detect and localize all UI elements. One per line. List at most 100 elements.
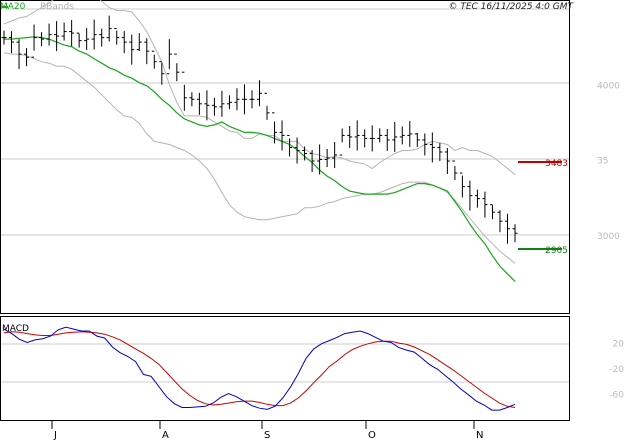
tick-layer: 4000 35 3000 20 -20 -60 J A S O N [51,81,625,440]
macd-y-tick-label: -20 [609,365,624,375]
price-bar [467,180,473,211]
price-bar [31,24,37,58]
bbands-layer [3,0,516,264]
bband-upper-line [3,0,516,175]
price-bar [151,50,157,69]
price-bar [504,213,510,244]
price-bar [287,134,293,157]
price-bar [166,39,172,75]
price-bar [294,137,300,164]
price-bar [317,144,323,175]
price-bar [422,133,428,156]
price-bar [69,20,75,47]
price-bar [474,189,480,208]
price-bar [437,142,443,161]
price-bar [219,90,225,117]
price-bar [452,160,458,181]
resistance-level-label: 3483 [545,159,568,169]
price-bar [84,28,90,51]
price-bar [332,141,338,168]
price-y-tick-label: 4000 [597,81,620,91]
macd-y-tick-label: -60 [609,391,624,401]
grid [0,8,569,383]
price-y-tick-label: 3000 [597,232,620,242]
price-bar [354,120,360,151]
price-bar [9,31,15,54]
price-bar [114,28,120,45]
price-bar [399,126,405,145]
price-bar [324,148,330,167]
price-bar [39,32,45,47]
price-panel-frame [0,0,570,314]
price-bar [257,80,262,107]
price-bar [234,88,240,111]
price-bar [347,125,353,148]
macd-title: MACD [2,324,29,334]
ma-layer [4,36,516,282]
macd-y-tick-label: 20 [613,340,625,350]
ma-legend: MA20 [0,2,26,12]
x-tick-label: S [264,430,270,440]
price-bar [106,15,112,42]
price-bar [136,33,142,52]
price-layer [1,15,518,244]
price-bar [459,172,465,198]
price-bar [384,128,390,151]
price-bar [181,71,187,111]
price-bar [369,125,375,152]
levels-layer: 3483 2905 [518,159,568,256]
ma-legend-swatch [2,6,8,8]
macd-line [3,326,516,411]
ma20-line [4,36,516,282]
price-bar [241,84,247,115]
price-bar [407,120,413,147]
price-bar [99,28,105,47]
bbands-legend: BBands [40,2,74,12]
price-bar [497,210,503,233]
price-bar [226,95,232,110]
price-bar [76,32,82,48]
price-bar [61,22,67,41]
price-bar [46,23,52,46]
price-bar [444,148,450,175]
signal-line [3,331,516,408]
x-tick-label: A [162,430,169,440]
price-bar [429,132,435,163]
price-bar [512,224,518,243]
price-bar [309,150,315,173]
price-bar [489,204,495,220]
price-bar [249,90,255,109]
price-bar [204,90,210,121]
price-bar [1,30,7,45]
support-level-label: 2905 [545,246,568,256]
price-bar [362,129,368,148]
price-y-tick-label: 35 [597,157,608,167]
macd-layer [3,326,516,411]
price-bar [279,120,285,151]
price-bar [302,146,308,161]
x-tick-label: N [476,430,483,440]
price-bar [54,21,60,52]
x-tick-label: J [53,430,57,440]
price-bar [482,191,488,218]
price-bar [144,38,150,65]
price-bar [392,121,398,152]
copyright-text: © TEC 16/11/2025 4:0 GMT [448,2,574,12]
price-bar [16,39,22,70]
x-tick-label: O [368,430,376,440]
price-bar [414,132,420,147]
price-bar [24,48,30,67]
price-bar [121,31,127,54]
price-bar [377,128,383,143]
price-bar [189,92,195,107]
price-bar [129,34,135,65]
price-bar [272,112,278,144]
price-bar [174,53,180,82]
price-bar [264,92,270,120]
price-bar [196,92,202,115]
price-bar [159,61,165,85]
price-bar [211,97,217,116]
price-bar [339,128,345,156]
